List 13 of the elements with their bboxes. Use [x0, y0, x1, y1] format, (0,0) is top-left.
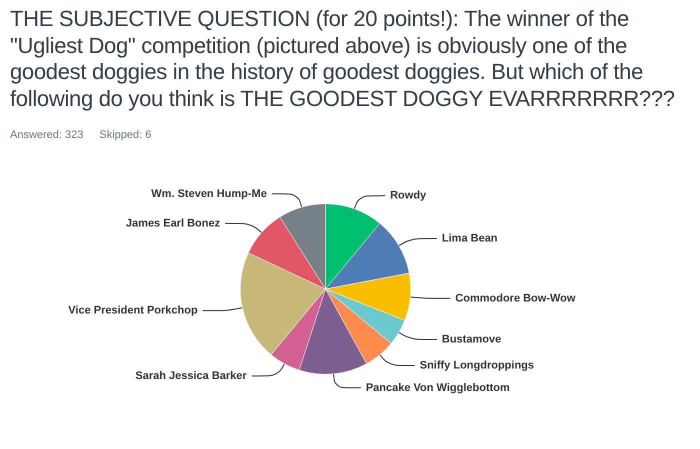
- slice-label: Bustamove: [442, 334, 502, 346]
- chart-title: THE SUBJECTIVE QUESTION (for 20 points!): The winner of the "Ugliest Dog" competition (pictured above) is obviously one of the goodest doggies in the history of goodest doggies. But which of the following do you think is THE GOODEST DOGGY EVARRRRRRR???: [10, 6, 676, 112]
- text: Answered: 323: [10, 129, 84, 141]
- slice-label: Wm. Steven Hump-Me: [151, 188, 267, 200]
- slice-label: Lima Bean: [442, 232, 498, 245]
- text: Skipped: 6: [99, 129, 152, 141]
- slice-label: James Earl Bonez: [126, 217, 221, 230]
- slice-label: Sarah Jessica Barker: [135, 370, 248, 382]
- slice-label: Rowdy: [390, 190, 428, 202]
- slice-label: Commodore Bow-Wow: [455, 292, 576, 304]
- slice-label: Vice President Porkchop: [68, 304, 198, 317]
- slice-label: Sniffy Longdroppings: [420, 359, 534, 372]
- slice-label: Pancake Von Wigglebottom: [366, 382, 510, 394]
